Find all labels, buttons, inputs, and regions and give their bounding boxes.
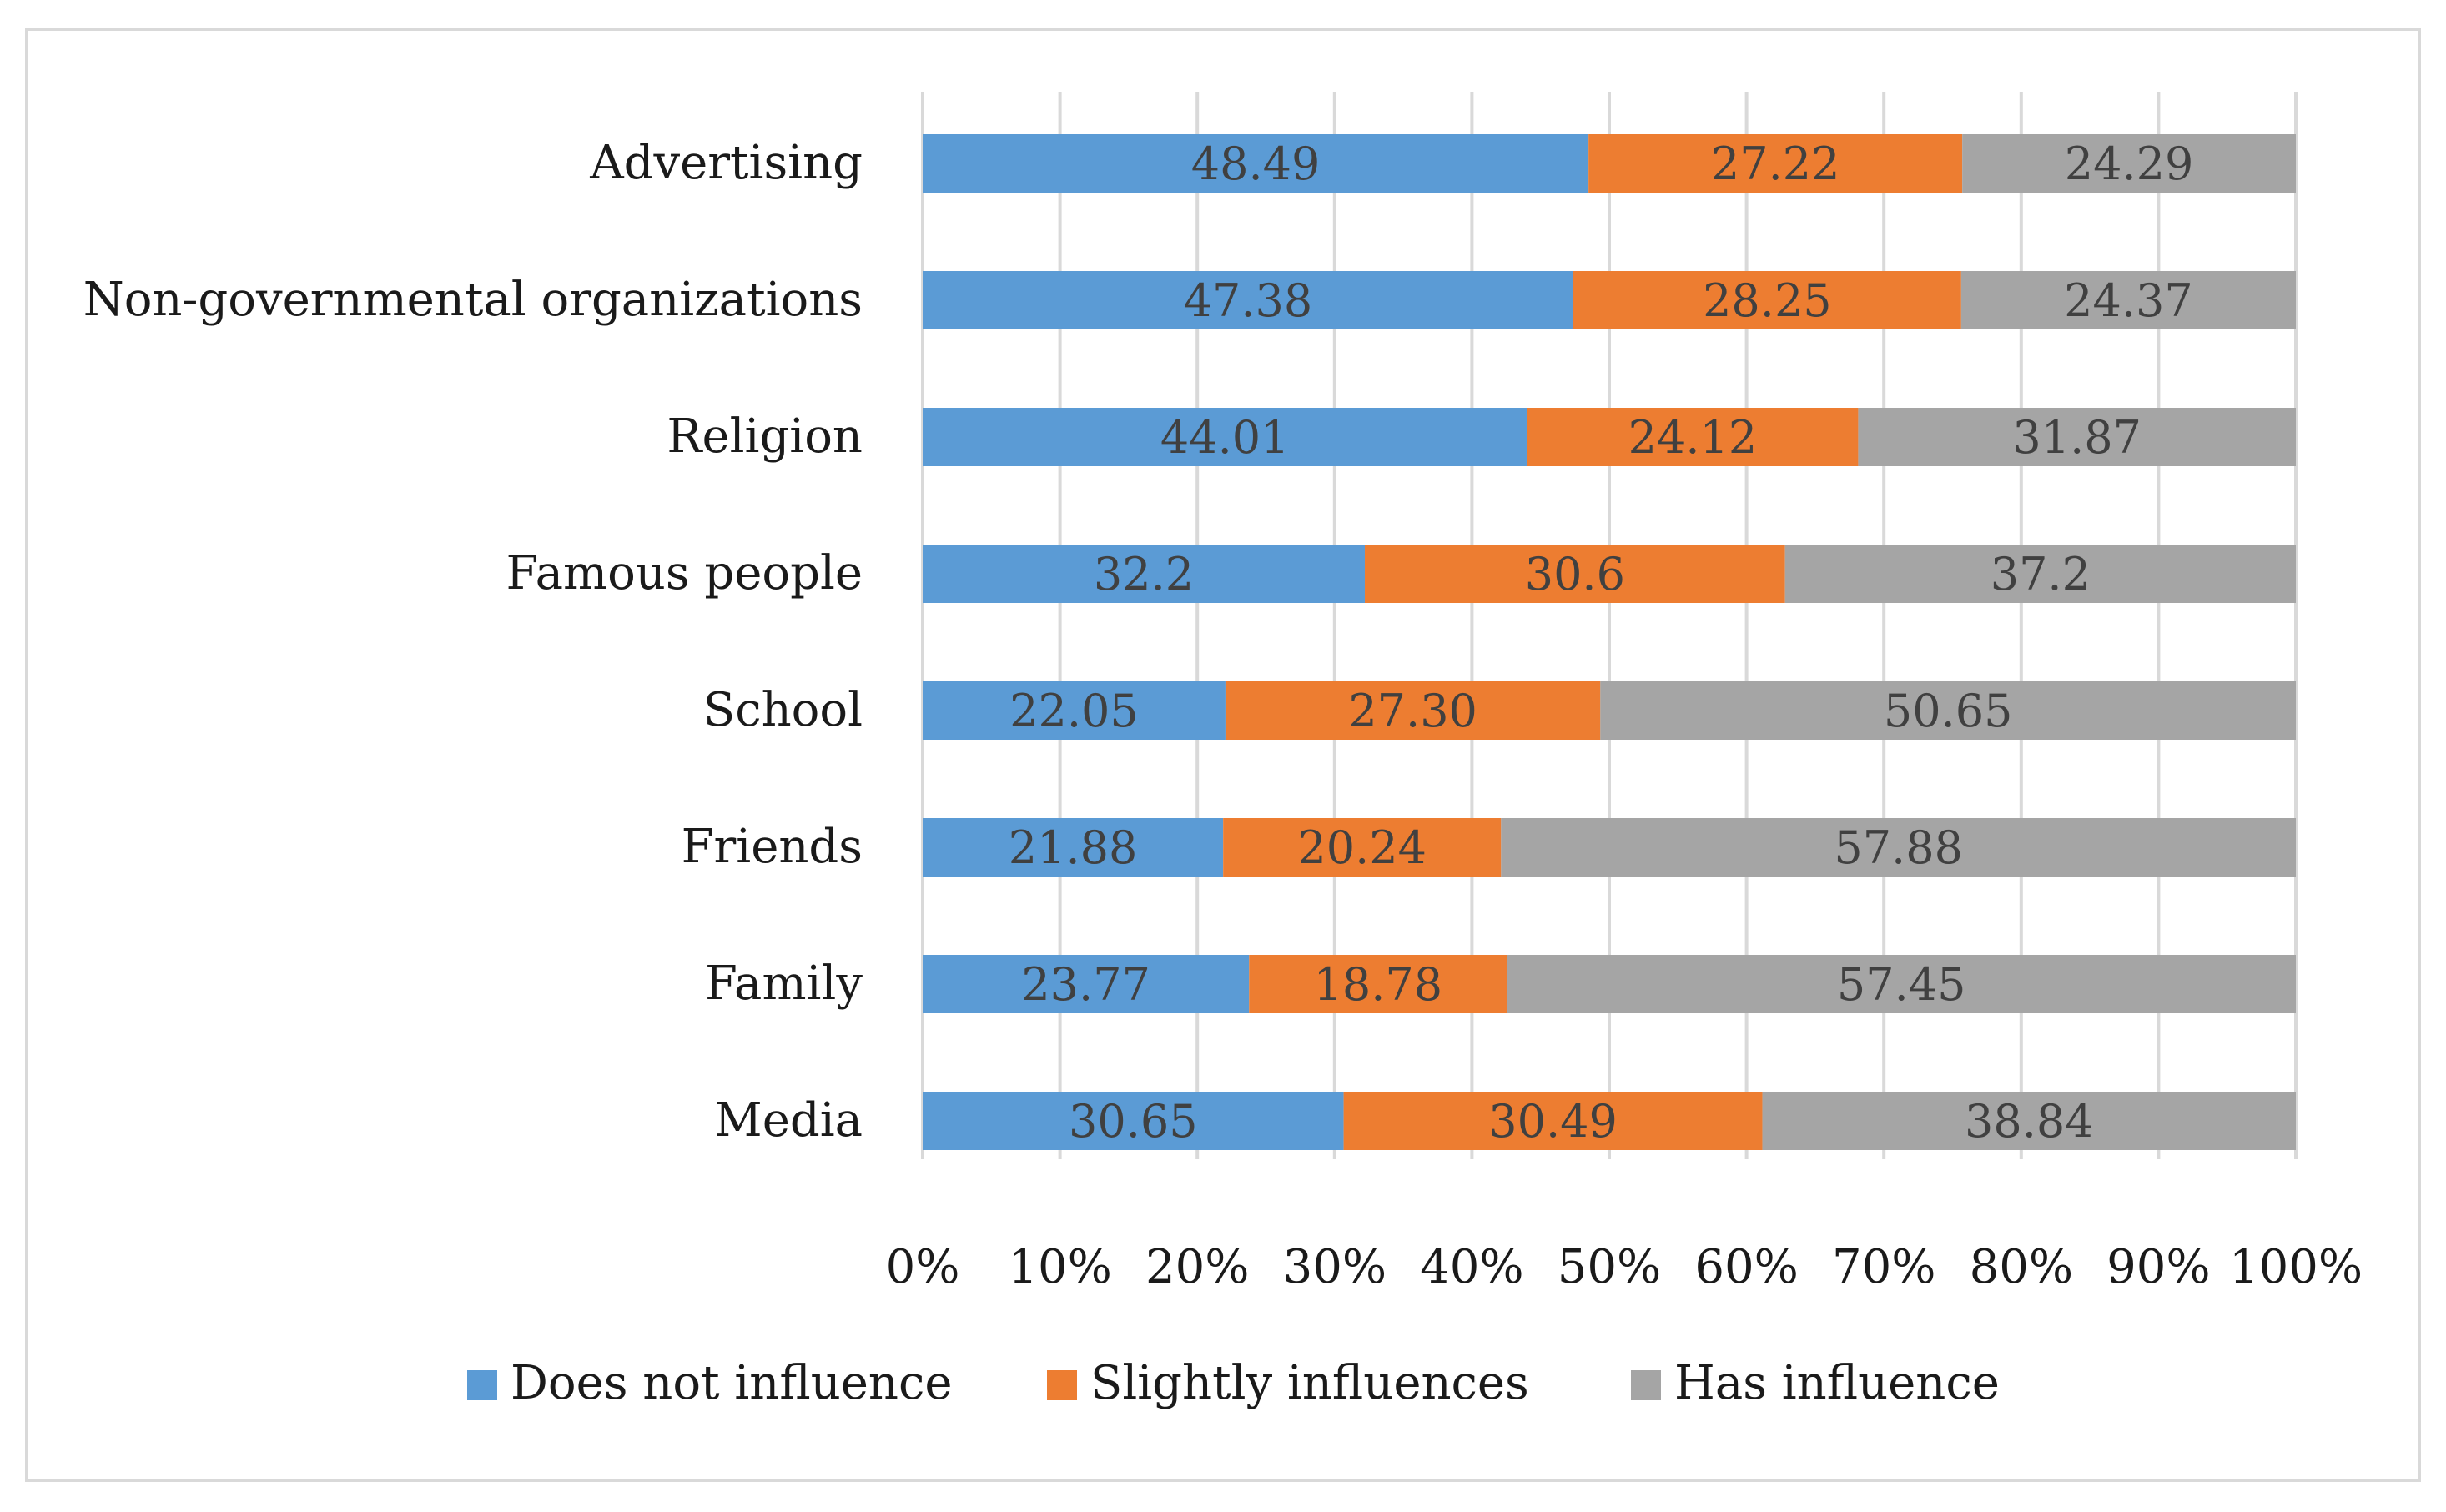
bar-slightly-influences-non-governmental-organizations [1573, 271, 1961, 329]
category-label-family: Family [705, 957, 863, 1011]
category-label-religion: Religion [667, 409, 863, 464]
bar-has-influence-school [1600, 681, 2296, 740]
x-tick-label: 100% [2229, 1240, 2363, 1294]
bar-has-influence-media [1762, 1092, 2296, 1150]
bar-has-influence-religion [1858, 408, 2296, 466]
x-tick-label: 50% [1558, 1240, 1661, 1294]
bar-does-not-influence-non-governmental-organizations [923, 271, 1573, 329]
bar-has-influence-famous-people [1784, 545, 2296, 603]
data-label-has-influence-family: 57.45 [1837, 958, 1966, 1011]
bars [923, 134, 2296, 1150]
data-label-does-not-influence-religion: 44.01 [1160, 411, 1290, 464]
bar-slightly-influences-school [1225, 681, 1601, 740]
data-label-slightly-influences-friends: 20.24 [1297, 821, 1427, 874]
bar-does-not-influence-media [923, 1092, 1344, 1150]
data-label-does-not-influence-school: 22.05 [1009, 685, 1139, 737]
legend: Does not influence Slightly influences Has… [467, 1356, 2000, 1410]
data-label-slightly-influences-religion: 24.12 [1628, 411, 1758, 464]
data-label-does-not-influence-non-governmental-organizations: 47.38 [1184, 274, 1313, 327]
legend-label-slightly-influences: Slightly influences [1090, 1356, 1529, 1410]
x-tick-label: 20% [1145, 1240, 1249, 1294]
data-label-does-not-influence-famous-people: 32.2 [1094, 548, 1194, 600]
data-label-slightly-influences-family: 18.78 [1314, 958, 1443, 1011]
data-label-has-influence-friends: 57.88 [1834, 821, 1963, 874]
data-label-slightly-influences-famous-people: 30.6 [1525, 548, 1625, 600]
bar-has-influence-advertising [1962, 134, 2296, 193]
data-label-slightly-influences-non-governmental-organizations: 28.25 [1703, 274, 1832, 327]
bar-does-not-influence-famous-people [923, 545, 1366, 603]
bar-slightly-influences-family [1249, 955, 1507, 1013]
bar-slightly-influences-advertising [1588, 134, 1963, 193]
x-tick-label: 0% [886, 1240, 960, 1294]
bar-does-not-influence-school [923, 681, 1226, 740]
bar-has-influence-family [1507, 955, 2296, 1013]
data-label-does-not-influence-friends: 21.88 [1009, 821, 1138, 874]
x-tick-label: 10% [1008, 1240, 1111, 1294]
bar-slightly-influences-friends [1223, 818, 1502, 877]
category-label-non-governmental-organizations: Non-governmental organizations [83, 273, 863, 327]
legend-label-has-influence: Has influence [1674, 1356, 2000, 1410]
data-label-slightly-influences-advertising: 27.22 [1711, 138, 1840, 190]
data-label-has-influence-media: 38.84 [1965, 1095, 2094, 1148]
bar-slightly-influences-religion [1527, 408, 1859, 466]
bar-does-not-influence-religion [923, 408, 1527, 466]
data-label-slightly-influences-media: 30.49 [1488, 1095, 1618, 1148]
bar-does-not-influence-advertising [923, 134, 1589, 193]
data-label-has-influence-famous-people: 37.2 [1991, 548, 2091, 600]
category-label-school: School [703, 683, 863, 737]
category-axis: Advertising Non-governmental organization… [83, 136, 863, 1148]
category-label-friends: Friends [682, 820, 863, 874]
bar-slightly-influences-media [1343, 1092, 1763, 1150]
data-labels: 48.49 27.22 24.29 47.38 28.25 24.37 44.01 24.12… [1009, 138, 2194, 1148]
bar-does-not-influence-family [923, 955, 1250, 1013]
data-label-has-influence-non-governmental-organizations: 24.37 [2064, 274, 2193, 327]
bar-slightly-influences-famous-people [1365, 545, 1785, 603]
legend-swatch-slightly-influences [1047, 1370, 1077, 1400]
category-label-famous-people: Famous people [506, 546, 863, 600]
x-tick-label: 40% [1420, 1240, 1523, 1294]
data-label-has-influence-school: 50.65 [1884, 685, 2013, 737]
x-tick-label: 90% [2106, 1240, 2210, 1294]
x-tick-label: 80% [1970, 1240, 2073, 1294]
x-tick-label: 70% [1832, 1240, 1935, 1294]
x-tick-label: 60% [1694, 1240, 1798, 1294]
category-label-advertising: Advertising [589, 136, 863, 190]
data-label-does-not-influence-advertising: 48.49 [1191, 138, 1321, 190]
bar-has-influence-non-governmental-organizations [1960, 271, 2296, 329]
value-axis: 0% 10% 20% 30% 40% 50% 60% 70% 80% 90% 100% [886, 1240, 2363, 1294]
data-label-does-not-influence-media: 30.65 [1069, 1095, 1198, 1148]
data-label-does-not-influence-family: 23.77 [1021, 958, 1150, 1011]
legend-label-does-not-influence: Does not influence [511, 1356, 952, 1410]
data-label-has-influence-advertising: 24.29 [2065, 138, 2194, 190]
data-label-slightly-influences-school: 27.30 [1348, 685, 1477, 737]
x-tick-label: 30% [1283, 1240, 1387, 1294]
legend-swatch-does-not-influence [467, 1370, 497, 1400]
category-label-media: Media [714, 1093, 863, 1148]
bar-has-influence-friends [1501, 818, 2296, 877]
data-label-has-influence-religion: 31.87 [2012, 411, 2142, 464]
legend-swatch-has-influence [1631, 1370, 1661, 1400]
bar-does-not-influence-friends [923, 818, 1224, 877]
